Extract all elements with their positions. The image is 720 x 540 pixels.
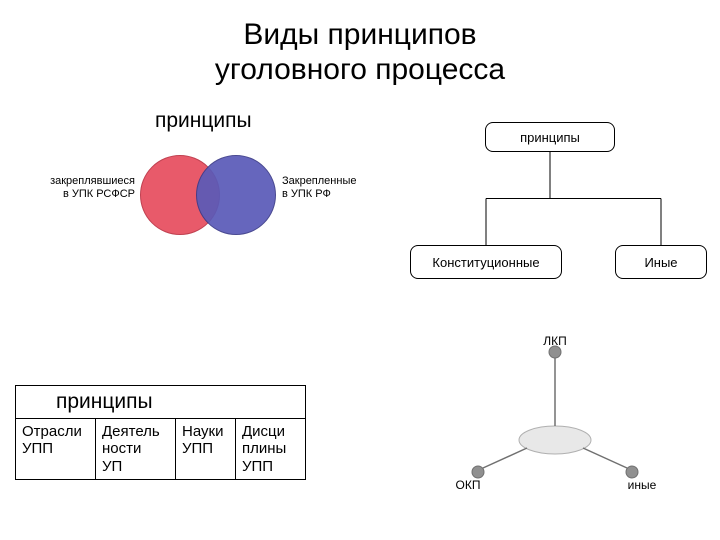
page-title: Виды принципов уголовного процесса [0, 0, 720, 87]
venn-right-label: Закрепленные в УПК РФ [282, 175, 356, 201]
table-header-row: принципы [16, 386, 306, 419]
venn-left-label: закреплявшиеся в УПК РСФСР [25, 175, 135, 201]
principles-table-el: принципы ОтраслиУППДеятельностиУПНаукиУП… [15, 385, 306, 480]
tree-left-label: Конституционные [432, 255, 539, 270]
table-cell: ДеятельностиУП [96, 419, 176, 480]
triangle-right-label: иные [612, 478, 672, 492]
table-header-text: принципы [56, 390, 153, 413]
triangle-left-label: ОКП [438, 478, 498, 492]
tree-left-box: Конституционные [410, 245, 562, 279]
venn-circle-right [196, 155, 276, 235]
venn-heading: принципы [155, 109, 252, 133]
triangle-center-label: Принципы [523, 432, 587, 446]
table-header-cell: принципы [16, 386, 306, 419]
tree-root-box: принципы [485, 122, 615, 152]
table-row: ОтраслиУППДеятельностиУПНаукиУППДисципли… [16, 419, 306, 480]
table-cell: ДисциплиныУПП [236, 419, 306, 480]
principles-table: принципы ОтраслиУППДеятельностиУПНаукиУП… [15, 385, 306, 480]
triangle-top-label: ЛКП [525, 334, 585, 348]
table-cell: ОтраслиУПП [16, 419, 96, 480]
table-cell: НаукиУПП [176, 419, 236, 480]
tree-right-label: Иные [644, 255, 677, 270]
tree-right-box: Иные [615, 245, 707, 279]
tree-root-label: принципы [520, 130, 580, 145]
title-line1: Виды принципов [243, 18, 476, 51]
title-line2: уголовного процесса [215, 53, 505, 86]
